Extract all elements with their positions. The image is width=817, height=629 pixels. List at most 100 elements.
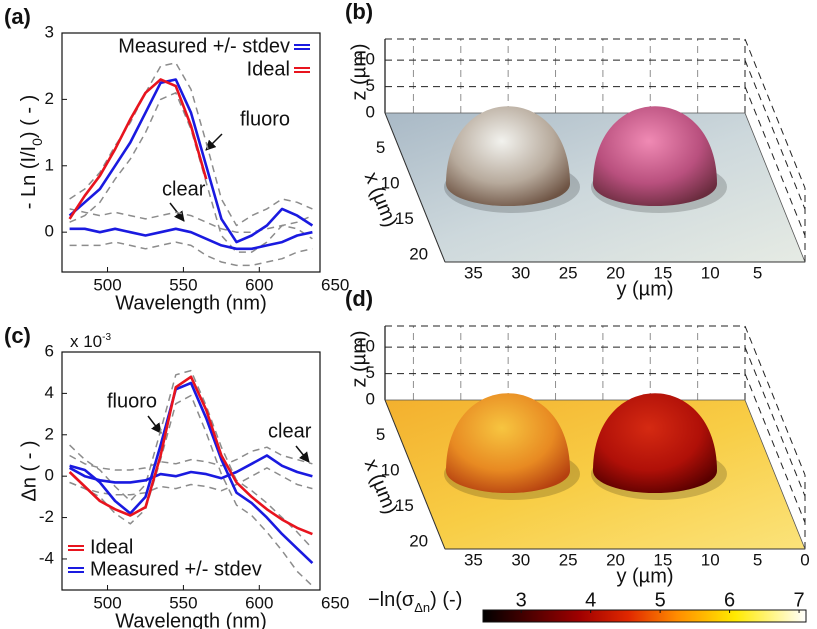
y-tick-label: 15: [653, 550, 672, 569]
y-tick-label: -4: [39, 548, 54, 567]
panel-label: (c): [4, 323, 31, 348]
z-axis-label: z (µm): [348, 330, 370, 387]
y-tick-label: 35: [464, 550, 483, 569]
y-tick-label: 30: [511, 550, 530, 569]
y-tick-label: 5: [753, 263, 762, 282]
x-axis: [384, 399, 446, 550]
y-tick-label: 10: [701, 263, 720, 282]
y-tick-label: 5: [753, 550, 762, 569]
x-tick-label: 10: [381, 460, 400, 479]
y-tick-label: 2: [45, 89, 54, 108]
series-line: [69, 381, 314, 565]
panel-label: (b): [345, 0, 373, 24]
y-tick-label: 30: [511, 263, 530, 282]
colorbar-label: −ln(σΔn) (-): [368, 589, 462, 615]
z-tick-label: 0: [366, 389, 375, 408]
arrow: [295, 445, 310, 463]
stdev-line: [69, 241, 313, 267]
dome: [593, 393, 717, 493]
multiplier: x 10-3: [70, 332, 111, 351]
y-tick-label: 25: [559, 263, 578, 282]
plot-frame: [61, 32, 321, 273]
x-tick-label: 10: [381, 173, 400, 192]
box-edge: [744, 38, 806, 189]
y-tick-label: 6: [45, 341, 54, 360]
y-tick-label: 3: [45, 22, 54, 41]
colorbar-tick-label: 5: [655, 589, 666, 611]
x-tick-label: 550: [169, 275, 197, 294]
arrow: [147, 415, 162, 434]
series-line: [68, 454, 313, 484]
multiplier-base: x 10: [70, 332, 102, 351]
x-tick-label: 550: [169, 593, 197, 612]
legend-label: Measured +/- stdev: [118, 35, 290, 57]
z-grid-line: [744, 373, 806, 523]
panel-label: (d): [345, 286, 373, 311]
y-tick-label: 2: [45, 424, 54, 443]
x-tick-label: 5: [376, 138, 385, 157]
x-tick-label: 500: [93, 593, 121, 612]
stdev-line: [69, 62, 313, 227]
series-line: [68, 78, 208, 220]
y-tick-label: 25: [559, 550, 578, 569]
y-tick-label: 1: [45, 155, 54, 174]
plot-frame: [61, 351, 321, 591]
colorbar-label-part: −ln(σ: [368, 589, 415, 611]
z-tick-label: 5: [366, 76, 375, 95]
x-axis-label: Wavelength (nm): [115, 610, 267, 629]
annotation: fluoro: [240, 108, 290, 130]
panel-label: (a): [4, 4, 31, 29]
colorbar-tick-label: 6: [724, 589, 735, 611]
legend-label: Ideal: [90, 536, 133, 558]
y-label-sub: 0: [29, 138, 45, 146]
dome: [593, 106, 717, 206]
y-axis-label: y (µm): [616, 278, 673, 300]
z-tick-label: 10: [356, 50, 375, 69]
arrow: [205, 133, 223, 151]
y-label-part: - Ln (I/I: [18, 146, 40, 209]
y-tick-label: -2: [39, 507, 54, 526]
x-tick-label: 650: [321, 275, 349, 294]
y-label-part: ) ( - ): [18, 95, 40, 138]
annotation: fluoro: [107, 390, 157, 412]
x-axis-label: Wavelength (nm): [115, 292, 267, 314]
dome: [446, 106, 570, 206]
z-axis-label: z (µm): [348, 43, 370, 100]
y-tick-label: 15: [653, 263, 672, 282]
z-tick-label: 5: [366, 363, 375, 382]
y-axis-label: y (µm): [616, 565, 673, 587]
x-tick-label: 650: [321, 593, 349, 612]
colorbar-label-sub: Δn: [414, 600, 430, 615]
x-tick-label: 600: [245, 275, 273, 294]
y-axis-label: - Ln (I/I0) ( - ): [18, 95, 44, 209]
z-grid-line: [744, 86, 806, 236]
y-tick-label: 4: [45, 383, 54, 402]
colorbar-label-part: ) (-): [430, 589, 462, 611]
x-tick-label: 5: [376, 425, 385, 444]
z-tick-label: 10: [356, 337, 375, 356]
dome: [446, 393, 570, 493]
annotation: clear: [162, 178, 206, 200]
y-tick-label: 0: [800, 550, 809, 569]
series-line: [69, 227, 313, 251]
colorbar: [482, 609, 807, 623]
y-tick-label: 10: [701, 550, 720, 569]
x-tick-label: 20: [409, 244, 428, 263]
y-axis-label: Δn ( - ): [18, 440, 40, 501]
x-tick-label: 20: [409, 531, 428, 550]
z-grid-line: [744, 346, 806, 497]
x-axis: [384, 112, 446, 263]
colorbar-tick-label: 7: [793, 589, 804, 611]
legend-label: Ideal: [247, 58, 290, 80]
y-tick-label: 0: [45, 466, 54, 485]
legend-label: Measured +/- stdev: [90, 558, 262, 580]
stdev-line: [69, 208, 313, 233]
y-tick-label: 20: [606, 550, 625, 569]
colorbar-tick-label: 4: [585, 589, 596, 611]
box-edge: [744, 325, 806, 476]
z-grid-line: [744, 59, 806, 210]
series-line: [68, 78, 314, 244]
x-tick-label: 600: [245, 593, 273, 612]
colorbar-tick-label: 3: [516, 589, 527, 611]
